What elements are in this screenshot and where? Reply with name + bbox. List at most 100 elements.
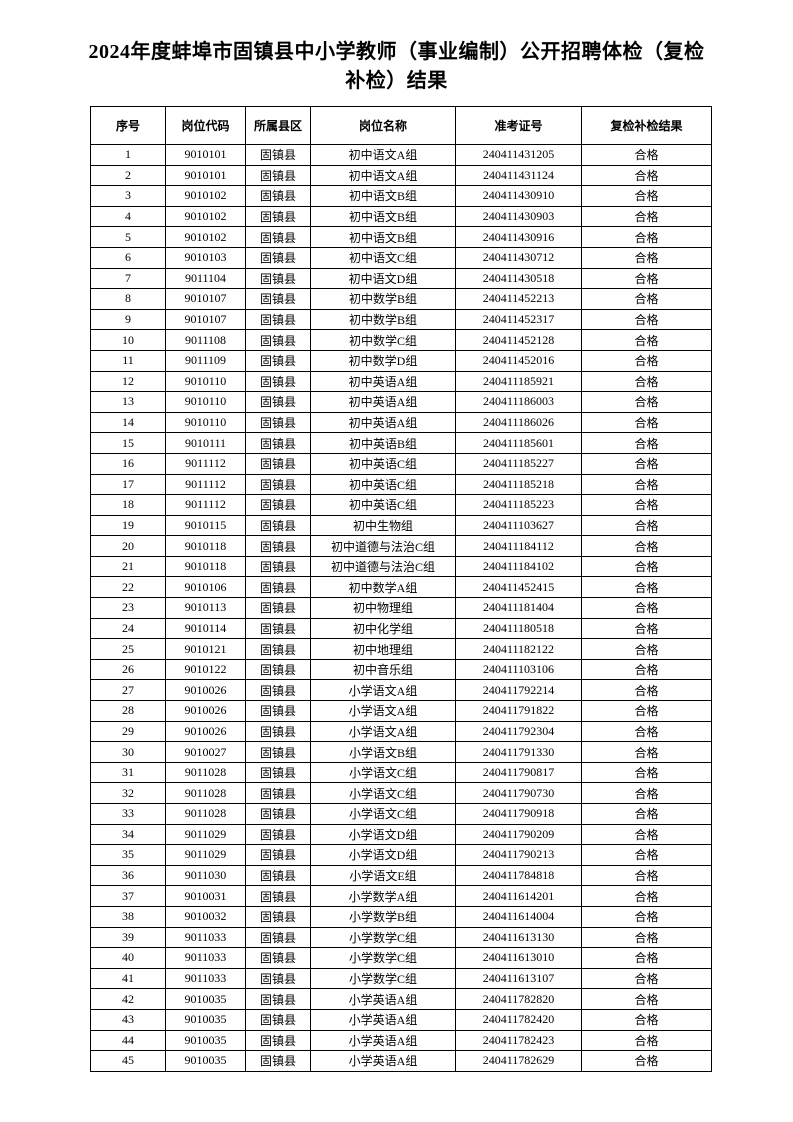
table-row: 3 9010102 固镇县 初中语文B组 240411430910 合格 — [90, 185, 712, 207]
page-title: 2024年度蚌埠市固镇县中小学教师（事业编制）公开招聘体检（复检 补检）结果 — [70, 38, 723, 96]
cell-county: 固镇县 — [245, 679, 311, 702]
table-row: 37 9010031 固镇县 小学数学A组 240411614201 合格 — [90, 885, 712, 907]
cell-ticket: 240411186003 — [455, 391, 582, 413]
cell-code: 9010122 — [165, 658, 246, 681]
cell-post: 小学语文A组 — [310, 700, 456, 722]
table-row: 36 9011030 固镇县 小学语文E组 240411784818 合格 — [90, 864, 712, 887]
cell-county: 固镇县 — [245, 246, 311, 269]
cell-post: 初中英语C组 — [310, 494, 456, 516]
cell-code: 9011112 — [165, 452, 246, 475]
table-row: 5 9010102 固镇县 初中语文B组 240411430916 合格 — [90, 226, 712, 248]
table-row: 7 9011104 固镇县 初中语文D组 240411430518 合格 — [90, 267, 712, 290]
cell-post: 小学语文B组 — [310, 741, 456, 763]
cell-index: 41 — [90, 967, 166, 990]
cell-post: 小学数学B组 — [310, 905, 456, 928]
cell-result: 合格 — [581, 864, 712, 887]
cell-ticket: 240411790730 — [455, 782, 582, 804]
cell-code: 9011028 — [165, 803, 246, 825]
table-row: 4 9010102 固镇县 初中语文B组 240411430903 合格 — [90, 205, 712, 228]
cell-post: 初中语文D组 — [310, 267, 456, 290]
cell-code: 9011029 — [165, 823, 246, 846]
cell-code: 9010035 — [165, 1008, 246, 1031]
table-row: 45 9010035 固镇县 小学英语A组 240411782629 合格 — [90, 1050, 712, 1072]
cell-result: 合格 — [581, 473, 712, 496]
cell-index: 16 — [90, 452, 166, 475]
cell-post: 初中英语A组 — [310, 411, 456, 434]
cell-result: 合格 — [581, 658, 712, 681]
header-county: 所属县区 — [245, 106, 311, 145]
header-ticket: 准考证号 — [455, 106, 582, 145]
cell-post: 小学数学A组 — [310, 885, 456, 907]
cell-result: 合格 — [581, 761, 712, 784]
cell-result: 合格 — [581, 1029, 712, 1052]
cell-county: 固镇县 — [245, 205, 311, 228]
cell-code: 9010113 — [165, 597, 246, 619]
cell-result: 合格 — [581, 514, 712, 537]
cell-ticket: 240411790209 — [455, 823, 582, 846]
table-row: 39 9011033 固镇县 小学数学C组 240411613130 合格 — [90, 926, 712, 949]
cell-code: 9010110 — [165, 411, 246, 434]
cell-post: 初中数学A组 — [310, 576, 456, 599]
cell-ticket: 240411185227 — [455, 452, 582, 475]
table-row: 38 9010032 固镇县 小学数学B组 240411614004 合格 — [90, 905, 712, 928]
cell-county: 固镇县 — [245, 1029, 311, 1052]
cell-result: 合格 — [581, 700, 712, 722]
cell-code: 9011104 — [165, 267, 246, 290]
cell-code: 9010032 — [165, 905, 246, 928]
cell-post: 初中英语A组 — [310, 370, 456, 393]
cell-index: 19 — [90, 514, 166, 537]
cell-result: 合格 — [581, 349, 712, 372]
cell-post: 小学语文A组 — [310, 720, 456, 743]
table-row: 19 9010115 固镇县 初中生物组 240411103627 合格 — [90, 514, 712, 537]
cell-result: 合格 — [581, 597, 712, 619]
cell-index: 38 — [90, 905, 166, 928]
cell-post: 小学英语A组 — [310, 1050, 456, 1072]
cell-code: 9010026 — [165, 700, 246, 722]
cell-ticket: 240411452128 — [455, 329, 582, 351]
cell-result: 合格 — [581, 370, 712, 393]
cell-ticket: 240411185223 — [455, 494, 582, 516]
cell-ticket: 240411180518 — [455, 617, 582, 640]
header-index: 序号 — [90, 106, 166, 145]
cell-ticket: 240411431124 — [455, 164, 582, 187]
cell-index: 1 — [90, 144, 166, 166]
cell-code: 9010114 — [165, 617, 246, 640]
table-row: 40 9011033 固镇县 小学数学C组 240411613010 合格 — [90, 947, 712, 969]
cell-ticket: 240411430712 — [455, 246, 582, 269]
cell-post: 初中数学C组 — [310, 329, 456, 351]
cell-county: 固镇县 — [245, 638, 311, 660]
cell-code: 9010026 — [165, 679, 246, 702]
cell-county: 固镇县 — [245, 535, 311, 557]
cell-ticket: 240411431205 — [455, 144, 582, 166]
cell-post: 初中数学B组 — [310, 308, 456, 331]
cell-result: 合格 — [581, 432, 712, 454]
cell-county: 固镇县 — [245, 803, 311, 825]
cell-county: 固镇县 — [245, 720, 311, 743]
cell-ticket: 240411790918 — [455, 803, 582, 825]
cell-code: 9010031 — [165, 885, 246, 907]
cell-code: 9010118 — [165, 535, 246, 557]
cell-result: 合格 — [581, 720, 712, 743]
cell-county: 固镇县 — [245, 452, 311, 475]
cell-result: 合格 — [581, 679, 712, 702]
cell-index: 4 — [90, 205, 166, 228]
cell-index: 23 — [90, 597, 166, 619]
cell-post: 初中地理组 — [310, 638, 456, 660]
cell-post: 初中语文A组 — [310, 164, 456, 187]
table-row: 44 9010035 固镇县 小学英语A组 240411782423 合格 — [90, 1029, 712, 1052]
cell-county: 固镇县 — [245, 185, 311, 207]
cell-ticket: 240411184102 — [455, 555, 582, 578]
table-row: 9 9010107 固镇县 初中数学B组 240411452317 合格 — [90, 308, 712, 331]
page-title-line-2: 补检）结果 — [345, 70, 448, 92]
cell-code: 9010035 — [165, 1029, 246, 1052]
cell-county: 固镇县 — [245, 926, 311, 949]
cell-index: 26 — [90, 658, 166, 681]
cell-county: 固镇县 — [245, 905, 311, 928]
cell-result: 合格 — [581, 308, 712, 331]
table-row: 11 9011109 固镇县 初中数学D组 240411452016 合格 — [90, 349, 712, 372]
table-row: 1 9010101 固镇县 初中语文A组 240411431205 合格 — [90, 144, 712, 166]
cell-post: 小学英语A组 — [310, 1008, 456, 1031]
table-row: 35 9011029 固镇县 小学语文D组 240411790213 合格 — [90, 844, 712, 866]
cell-code: 9010035 — [165, 988, 246, 1010]
